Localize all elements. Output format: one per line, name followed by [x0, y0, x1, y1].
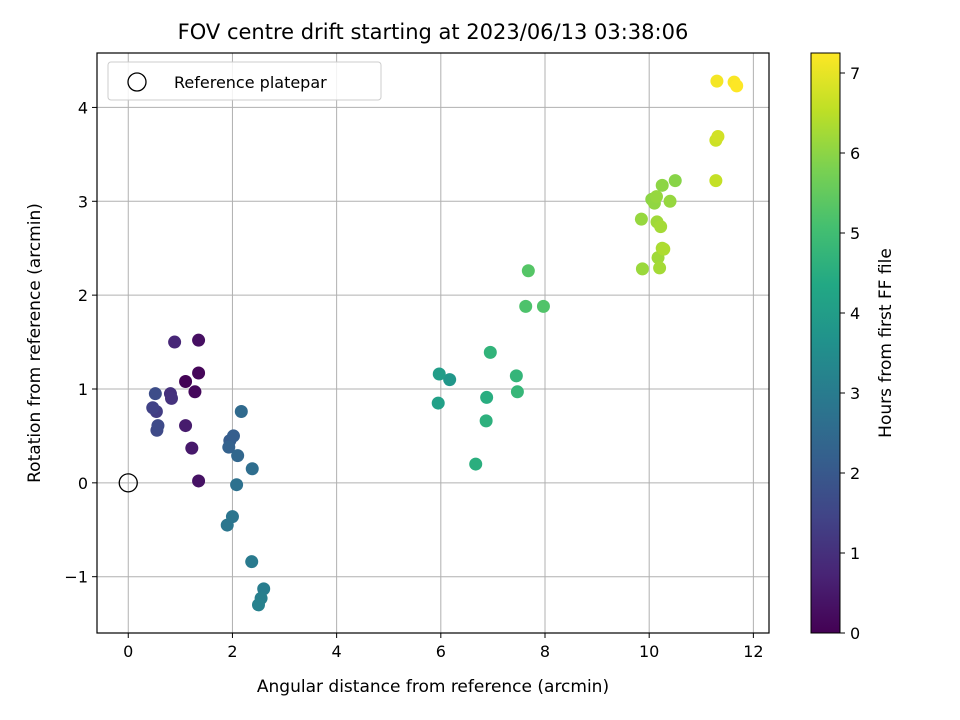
data-point	[179, 374, 193, 388]
data-point	[469, 457, 483, 471]
data-point	[711, 130, 725, 144]
data-point	[654, 220, 668, 234]
data-point	[192, 366, 206, 380]
data-point	[168, 335, 182, 349]
y-axis-ticks: −1 0 1 2 3 4	[64, 98, 97, 587]
data-point	[179, 419, 193, 433]
colorbar-label: Hours from first FF file	[876, 248, 896, 438]
data-point	[480, 390, 494, 404]
data-point	[188, 385, 202, 399]
x-axis-ticks: 0 2 4 6 8 10 12	[123, 633, 764, 661]
y-tick-label: 3	[78, 192, 88, 211]
y-tick-label: 0	[78, 474, 88, 493]
data-point	[509, 369, 523, 383]
legend-box	[107, 61, 382, 101]
data-point	[536, 299, 550, 313]
data-point	[220, 518, 234, 532]
data-point	[668, 174, 682, 188]
legend: Reference platepar	[107, 61, 382, 101]
colorbar-ticks: 0 1 2 3 4 5 6 7	[840, 64, 860, 643]
data-point	[245, 555, 259, 569]
data-point	[443, 373, 457, 387]
data-point	[192, 333, 206, 347]
data-point	[148, 387, 162, 401]
data-point	[222, 440, 236, 454]
x-axis-label: Angular distance from reference (arcmin)	[257, 677, 609, 697]
legend-label: Reference platepar	[174, 73, 327, 92]
data-point	[431, 396, 445, 410]
data-point	[709, 174, 723, 188]
data-point	[519, 299, 533, 313]
data-point	[151, 419, 165, 433]
y-tick-label: −1	[64, 568, 88, 587]
reference-marker	[118, 473, 138, 493]
colorbar-tick-label: 6	[850, 144, 860, 163]
x-tick-label: 12	[743, 642, 763, 661]
grid-lines	[97, 53, 769, 633]
data-point	[730, 79, 744, 93]
data-point	[479, 414, 493, 428]
data-point	[710, 74, 724, 88]
data-point	[649, 190, 663, 204]
colorbar-gradient	[810, 52, 841, 634]
data-points	[146, 74, 744, 612]
data-point	[510, 385, 524, 399]
data-point	[663, 194, 677, 208]
data-point	[185, 441, 199, 455]
y-tick-label: 1	[78, 380, 88, 399]
legend-marker-icon	[127, 72, 147, 92]
colorbar-tick-label: 3	[850, 384, 860, 403]
colorbar-tick-label: 4	[850, 304, 860, 323]
y-axis-label: Rotation from reference (arcmin)	[25, 203, 45, 483]
colorbar-tick-label: 5	[850, 224, 860, 243]
data-point	[635, 262, 649, 276]
x-tick-label: 2	[227, 642, 237, 661]
data-point	[634, 212, 648, 226]
data-point	[164, 391, 178, 405]
x-tick-label: 6	[436, 642, 446, 661]
data-point	[432, 367, 446, 381]
colorbar: 0 1 2 3 4 5 6 7 Hours from first FF file	[810, 52, 896, 643]
data-point	[657, 242, 671, 256]
data-point	[230, 478, 244, 492]
data-point	[655, 178, 669, 192]
colorbar-tick-label: 2	[850, 464, 860, 483]
data-point	[226, 429, 240, 443]
data-point	[483, 345, 497, 359]
plot-frame	[96, 52, 770, 634]
data-point	[231, 449, 245, 463]
colorbar-tick-label: 0	[850, 624, 860, 643]
colorbar-tick-label: 7	[850, 64, 860, 83]
y-tick-label: 2	[78, 286, 88, 305]
data-point	[521, 264, 535, 278]
chart-title: FOV centre drift starting at 2023/06/13 …	[178, 20, 689, 44]
x-tick-label: 0	[123, 642, 133, 661]
data-point	[653, 261, 667, 275]
x-tick-label: 8	[540, 642, 550, 661]
x-tick-label: 4	[332, 642, 342, 661]
y-tick-label: 4	[78, 98, 88, 117]
x-tick-label: 10	[639, 642, 659, 661]
data-point	[146, 401, 160, 415]
colorbar-tick-label: 1	[850, 544, 860, 563]
data-point	[234, 405, 248, 419]
data-point	[192, 474, 206, 488]
data-point	[251, 598, 265, 612]
data-point	[245, 462, 259, 476]
